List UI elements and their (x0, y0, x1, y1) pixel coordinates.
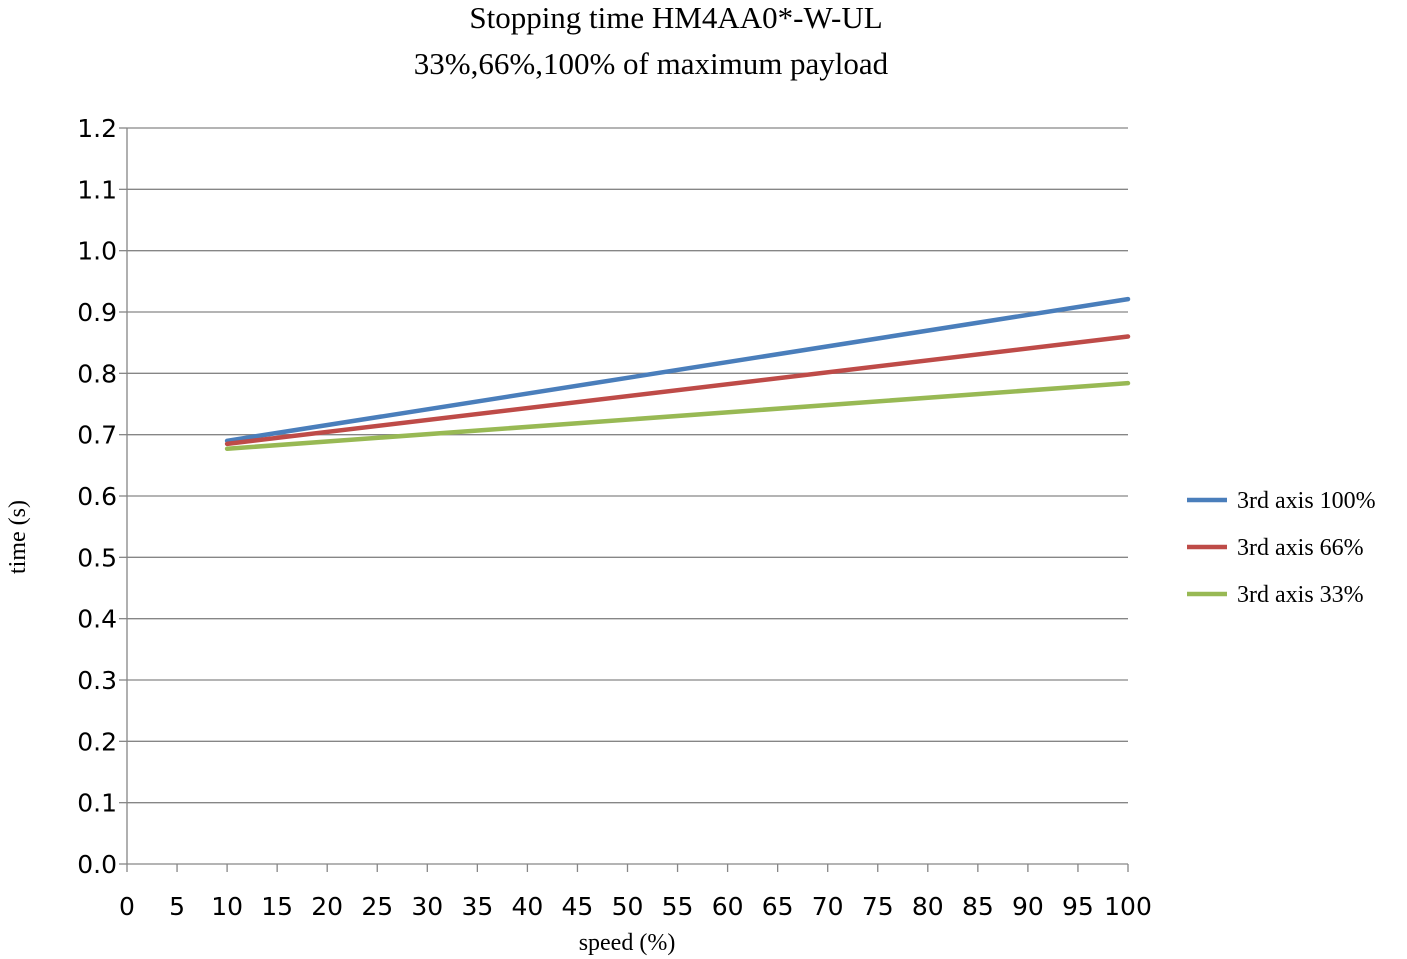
x-tick-label: 80 (912, 892, 944, 921)
x-tick-label: 0 (119, 892, 135, 921)
y-tick-label: 0.1 (77, 789, 117, 818)
y-tick-label: 0.2 (77, 727, 117, 756)
x-tick-labels: 0 5 10 15 20 25 30 35 40 45 50 55 60 65 70 75 80 85 90 95 10… (119, 892, 1152, 921)
x-tick-label: 45 (562, 892, 594, 921)
series-line-3 (224, 380, 1131, 452)
y-tick-label: 0.8 (77, 359, 117, 388)
y-tick-label: 0.6 (77, 482, 117, 511)
x-tick-label: 20 (311, 892, 343, 921)
y-tick-label: 1.1 (77, 175, 117, 204)
x-tick-label: 25 (361, 892, 393, 921)
x-axis-title: speed (%) (579, 930, 676, 956)
legend-label-1: 3rd axis 100% (1237, 488, 1376, 514)
chart-subtitle: 33%,66%,100% of maximum payload (414, 46, 889, 81)
x-tick-label: 30 (411, 892, 443, 921)
x-tick-label: 15 (261, 892, 293, 921)
x-tick-label: 95 (1062, 892, 1094, 921)
y-tick-label: 0.0 (77, 850, 117, 879)
x-tick-label: 40 (511, 892, 543, 921)
x-tick-label: 75 (862, 892, 894, 921)
series-line-1 (224, 296, 1131, 444)
x-tick-label: 90 (1012, 892, 1044, 921)
y-axis-title: time (s) (5, 500, 31, 574)
legend-label-3: 3rd axis 33% (1237, 582, 1364, 608)
axes (119, 127, 1129, 872)
x-tick-label: 100 (1104, 892, 1152, 921)
series-line-2 (224, 334, 1131, 447)
x-tick-label: 5 (169, 892, 185, 921)
y-tick-label: 0.4 (77, 605, 117, 634)
legend: 3rd axis 100% 3rd axis 66% 3rd axis 33% (1187, 488, 1376, 608)
data-series (224, 296, 1131, 452)
x-tick-label: 60 (712, 892, 744, 921)
x-tick-label: 10 (211, 892, 243, 921)
gridlines (127, 127, 1128, 804)
legend-label-2: 3rd axis 66% (1237, 535, 1364, 561)
y-tick-label: 1.0 (77, 237, 117, 266)
x-tick-label: 65 (762, 892, 794, 921)
y-tick-label: 1.2 (77, 114, 117, 143)
x-tick-label: 70 (812, 892, 844, 921)
x-tick-label: 55 (662, 892, 694, 921)
y-tick-label: 0.9 (77, 298, 117, 327)
x-tick-label: 85 (962, 892, 994, 921)
x-tick-label: 35 (461, 892, 493, 921)
chart-title: Stopping time HM4AA0*-W-UL (469, 0, 882, 35)
y-tick-label: 0.5 (77, 543, 117, 572)
y-tick-labels: 0.0 0.1 0.2 0.3 0.4 0.5 0.6 0.7 0.8 0.9 1.0 1.1 1.2 (77, 114, 117, 879)
y-tick-label: 0.7 (77, 421, 117, 450)
x-tick-label: 50 (612, 892, 644, 921)
y-tick-label: 0.3 (77, 666, 117, 695)
